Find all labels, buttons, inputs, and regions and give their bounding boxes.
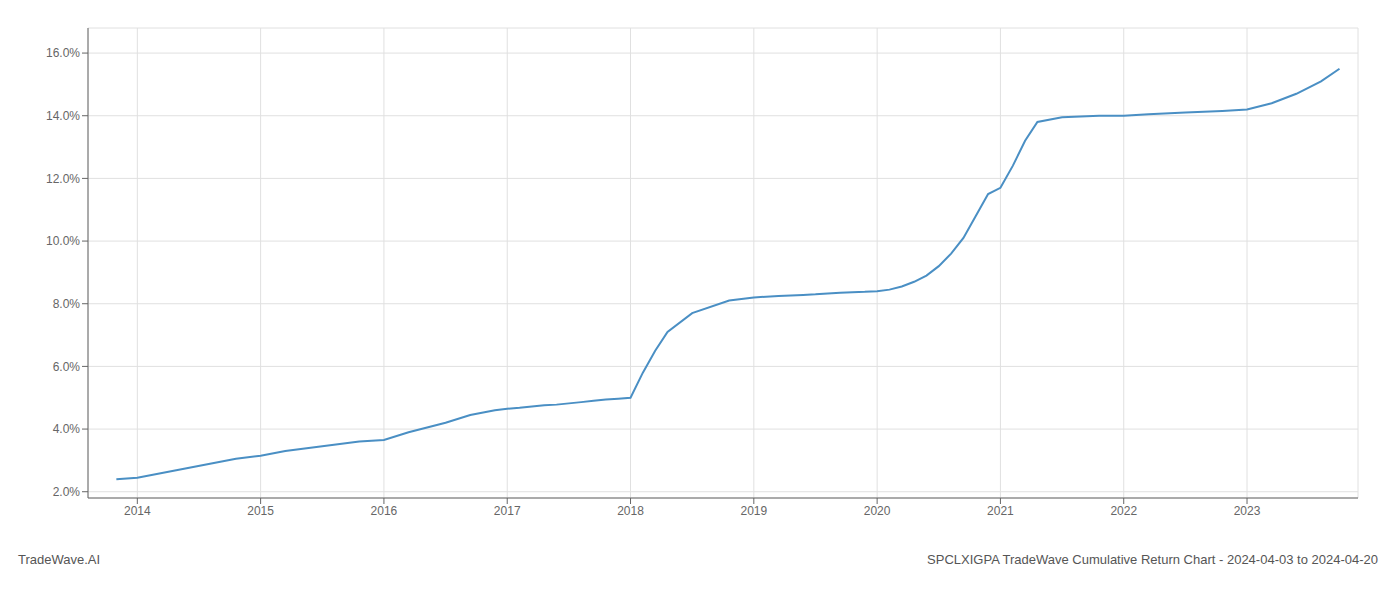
svg-text:2020: 2020 — [864, 504, 891, 518]
svg-text:2017: 2017 — [494, 504, 521, 518]
html-text:TradeWave.AI: TradeWave.AI — [18, 552, 101, 567]
html-text:SPCLXIGPA TradeWave Cumulative: SPCLXIGPA TradeWave Cumulative Return Ch… — [927, 552, 1378, 567]
svg-text:2014: 2014 — [124, 504, 151, 518]
svg-text:16.0%: 16.0% — [46, 46, 80, 60]
svg-text:10.0%: 10.0% — [46, 234, 80, 248]
svg-text:2022: 2022 — [1110, 504, 1137, 518]
svg-text:2021: 2021 — [987, 504, 1014, 518]
svg-text:2019: 2019 — [740, 504, 767, 518]
svg-text:4.0%: 4.0% — [53, 422, 81, 436]
svg-text:2016: 2016 — [371, 504, 398, 518]
svg-text:2023: 2023 — [1234, 504, 1261, 518]
svg-text:2.0%: 2.0% — [53, 485, 81, 499]
svg-text:8.0%: 8.0% — [53, 297, 81, 311]
svg-text:6.0%: 6.0% — [53, 360, 81, 374]
svg-text:2018: 2018 — [617, 504, 644, 518]
svg-text:2015: 2015 — [247, 504, 274, 518]
svg-text:14.0%: 14.0% — [46, 109, 80, 123]
svg-text:12.0%: 12.0% — [46, 172, 80, 186]
